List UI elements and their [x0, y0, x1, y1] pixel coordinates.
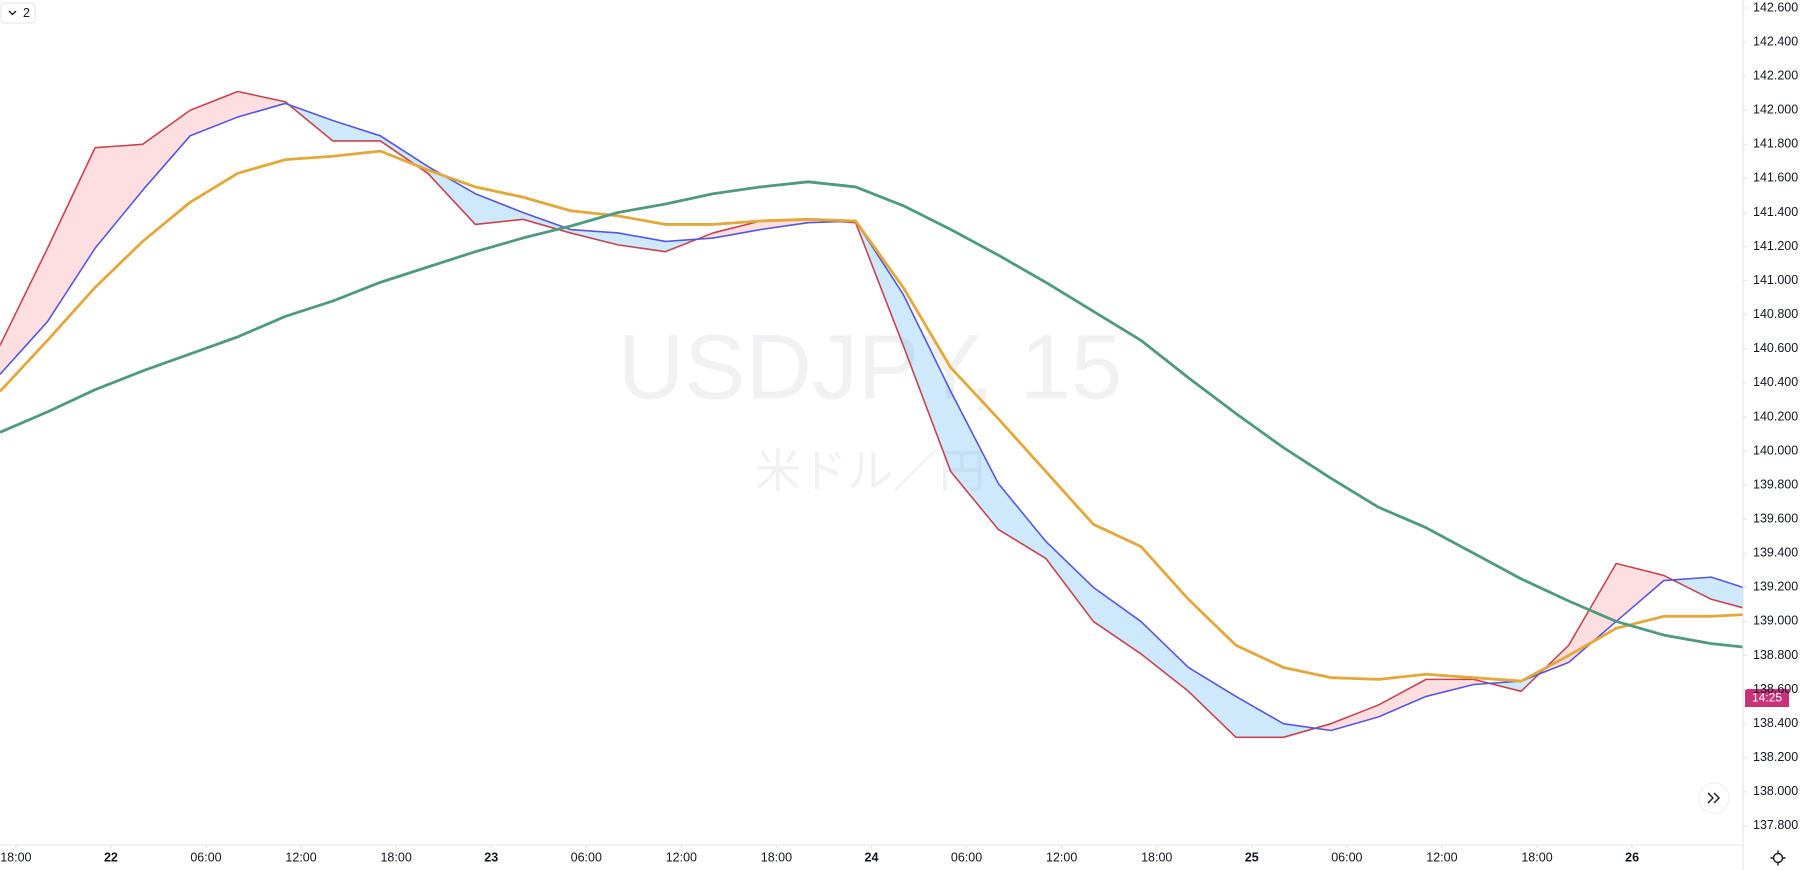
- fill-band: [1426, 679, 1474, 697]
- fill-band: [332, 120, 381, 141]
- fill-band: [998, 483, 1046, 559]
- x-tick-label: 06:00: [951, 850, 982, 864]
- fill-band: [142, 110, 191, 191]
- fill-band: [475, 193, 523, 225]
- y-tick-label: 142.200: [1753, 68, 1798, 82]
- countdown: 14:25: [1752, 691, 1782, 705]
- y-tick-label: 141.200: [1753, 239, 1798, 253]
- fill-band: [903, 294, 951, 472]
- x-tick-label: 06:00: [571, 850, 602, 864]
- y-tick-label: 139.600: [1753, 511, 1798, 525]
- indicator-count: 2: [23, 6, 30, 20]
- fill-band: [1616, 563, 1664, 622]
- watermark: USDJPY, 15: [618, 316, 1123, 418]
- x-tick-label: 22: [104, 850, 118, 864]
- x-tick-label: 23: [484, 850, 498, 864]
- fill-band: [1045, 541, 1094, 622]
- x-tick-label: 26: [1625, 850, 1639, 864]
- fill-band: [1711, 577, 1743, 608]
- plot: [0, 90, 1744, 739]
- y-tick-label: 142.000: [1753, 103, 1798, 117]
- x-tick-label: 18:00: [0, 850, 31, 864]
- y-tick-label: 140.200: [1753, 409, 1798, 423]
- watermark-subtitle: 米ドル／円: [755, 445, 985, 497]
- series-line: [0, 180, 1744, 649]
- fill-band: [190, 91, 238, 136]
- x-tick-label: 18:00: [380, 850, 411, 864]
- fill-band: [617, 232, 666, 252]
- y-tick-label: 138.200: [1753, 750, 1798, 764]
- fill-band: [1331, 704, 1379, 731]
- x-tick-label: 12:00: [1046, 850, 1077, 864]
- fill-band: [1188, 667, 1236, 738]
- y-tick-label: 138.000: [1753, 784, 1798, 798]
- fill-band: [950, 391, 999, 530]
- y-tick-label: 140.800: [1753, 307, 1798, 321]
- series-line: [0, 90, 1744, 739]
- chevron-icon: [8, 10, 17, 16]
- x-tick-label: 12:00: [666, 850, 697, 864]
- fill-band: [1568, 563, 1617, 663]
- y-tick-label: 138.800: [1753, 648, 1798, 662]
- fill-band: [95, 144, 143, 249]
- y-tick-label: 141.000: [1753, 273, 1798, 287]
- fill-band: [427, 166, 476, 225]
- fill-band: [570, 229, 618, 245]
- x-tick-label: 12:00: [285, 850, 316, 864]
- series-line: [0, 102, 1744, 732]
- y-tick-label: 141.600: [1753, 171, 1798, 185]
- x-tick-label: 18:00: [761, 850, 792, 864]
- y-tick-label: 139.200: [1753, 580, 1798, 594]
- y-tick-label: 141.400: [1753, 205, 1798, 219]
- fill-band: [713, 221, 761, 239]
- x-tick-label: 18:00: [1521, 850, 1552, 864]
- settings-button[interactable]: [1772, 852, 1784, 864]
- y-tick-label: 139.000: [1753, 614, 1798, 628]
- x-tick-label: 12:00: [1426, 850, 1457, 864]
- scroll-button[interactable]: [1698, 782, 1730, 814]
- y-tick-label: 139.400: [1753, 546, 1798, 560]
- fill-band: [237, 91, 286, 118]
- scroll-icon: [1707, 792, 1720, 804]
- indicator-toggle[interactable]: [0, 2, 36, 24]
- y-tick-label: 138.400: [1753, 716, 1798, 730]
- fill-band: [0, 248, 48, 375]
- fill-band: [1093, 587, 1141, 654]
- y-tick-label: 140.400: [1753, 375, 1798, 389]
- y-tick-label: 140.600: [1753, 341, 1798, 355]
- y-tick-label: 139.800: [1753, 477, 1798, 491]
- series-line: [0, 149, 1744, 683]
- y-tick-label: 142.600: [1753, 0, 1798, 14]
- fill-band: [1140, 621, 1189, 692]
- x-tick-label: 18:00: [1141, 850, 1172, 864]
- fill-band: [47, 147, 96, 322]
- x-tick-label: 06:00: [190, 850, 221, 864]
- y-tick-label: 140.000: [1753, 443, 1798, 457]
- x-tick-label: 24: [865, 850, 879, 864]
- fill-band: [1378, 679, 1427, 717]
- y-tick-label: 138.600: [1753, 682, 1798, 696]
- x-tick-label: 25: [1245, 850, 1259, 864]
- y-tick-label: 137.800: [1753, 818, 1798, 832]
- fill-band: [1235, 696, 1284, 738]
- settings-icon: [1770, 850, 1786, 866]
- countdown-tag: [1745, 689, 1789, 707]
- y-tick-label: 142.400: [1753, 34, 1798, 48]
- x-tick-label: 06:00: [1331, 850, 1362, 864]
- y-tick-label: 141.800: [1753, 137, 1798, 151]
